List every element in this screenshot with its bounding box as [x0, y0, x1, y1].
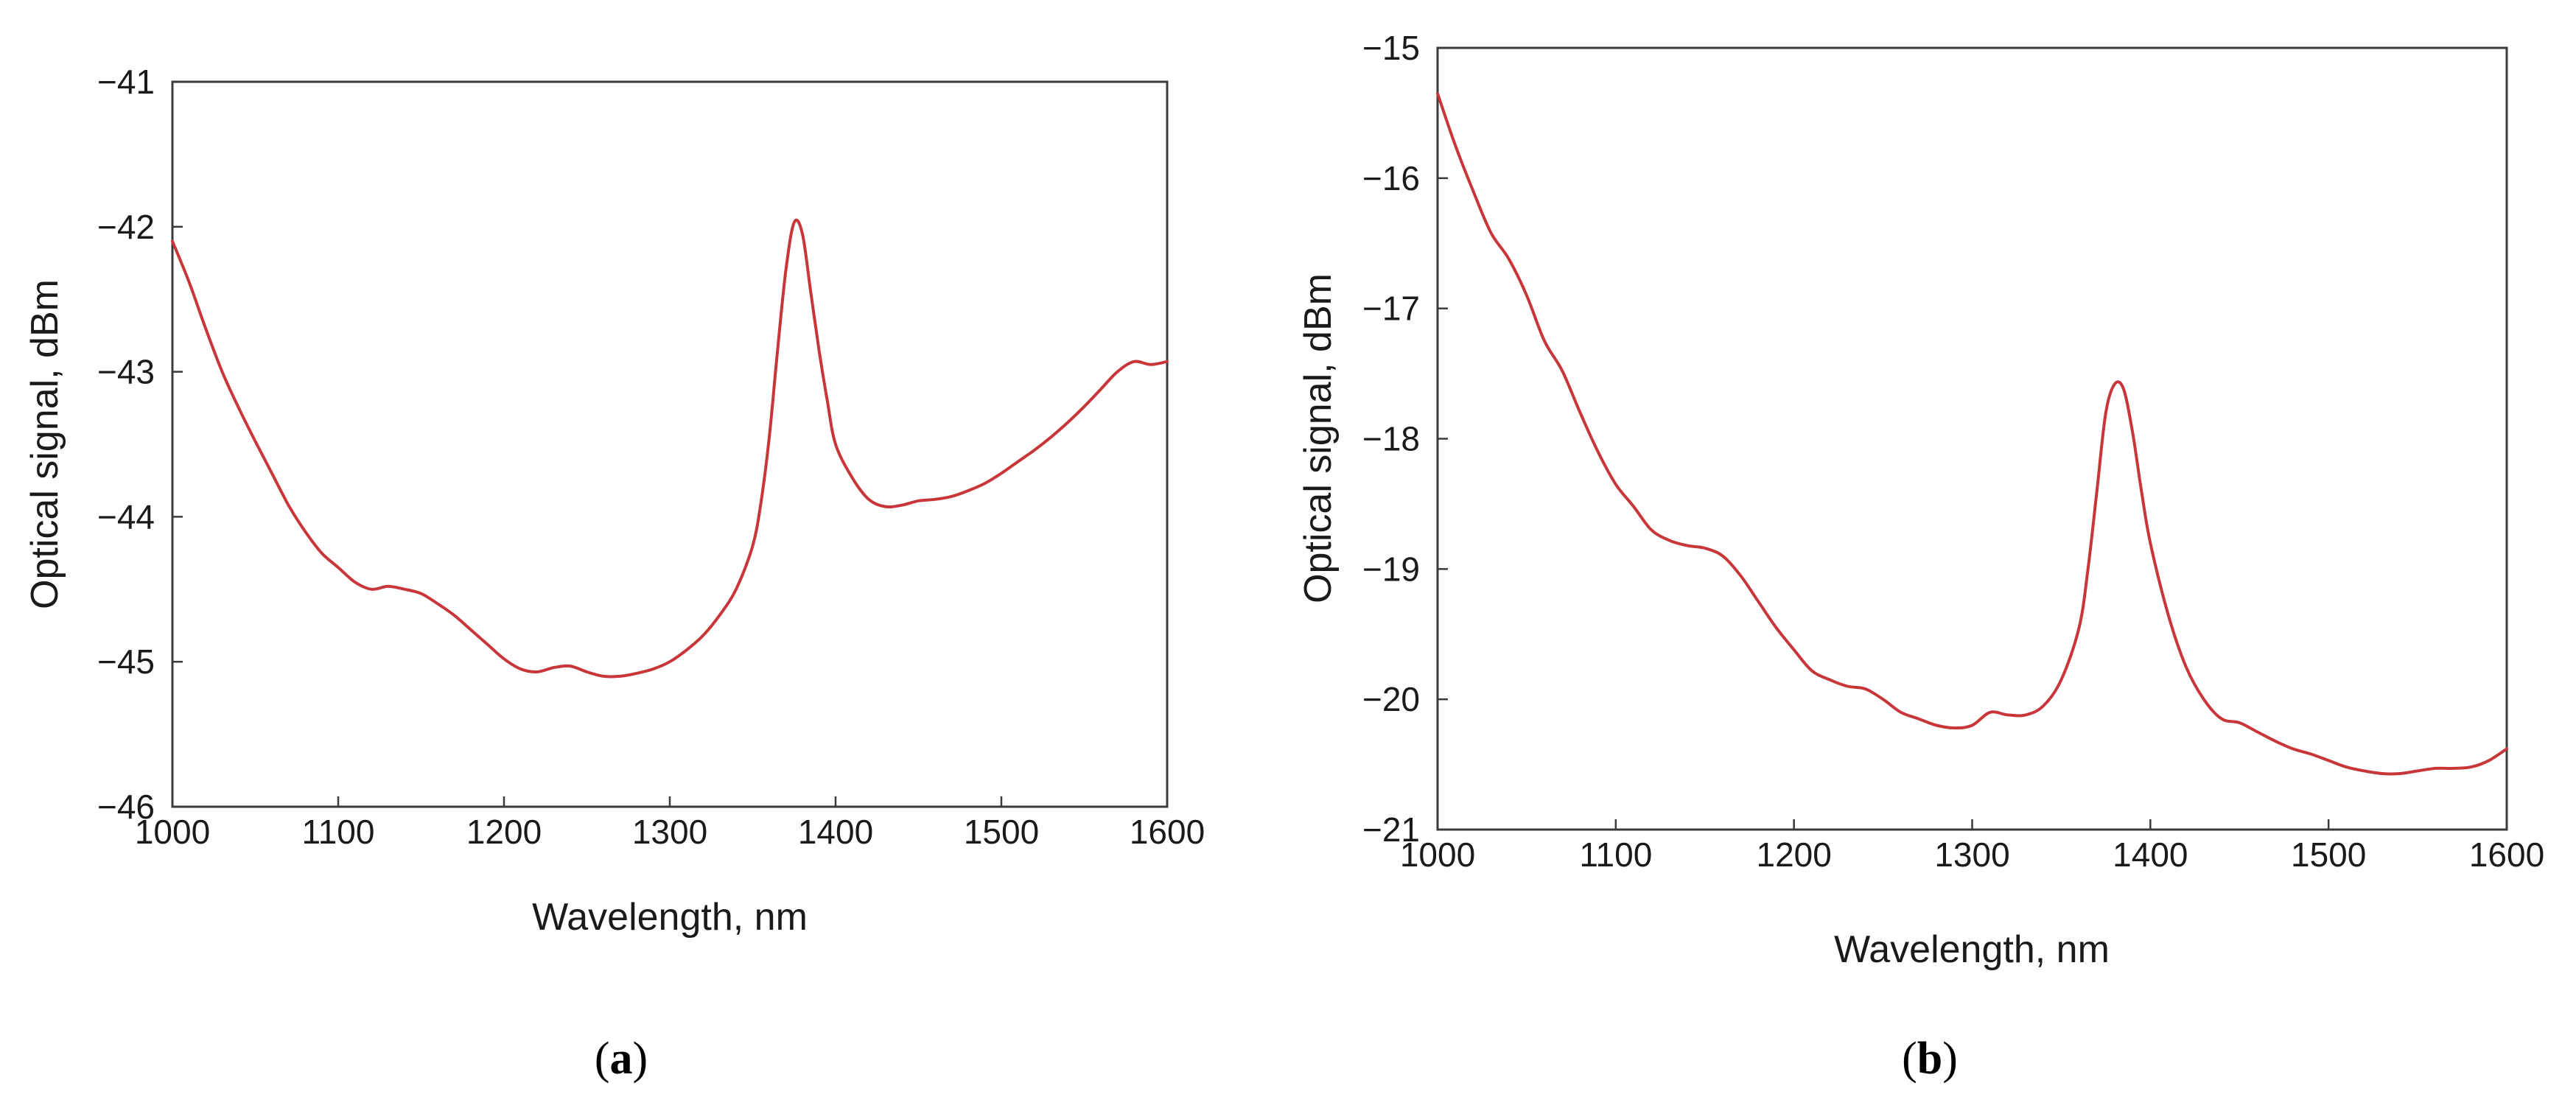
panel-a-x-tick-label: 1600 [1130, 813, 1205, 851]
panel-b-x-tick-label: 1500 [2291, 835, 2366, 874]
panel-b-x-tick-label: 1600 [2469, 835, 2544, 874]
panel-b-y-tick-label: −16 [1362, 159, 1420, 197]
panel-b-plot-frame [1436, 46, 2508, 831]
panel-b-y-tick-label: −19 [1362, 550, 1420, 588]
panel-a-y-tick-label: −45 [97, 642, 155, 681]
panel-a-y-axis-title: Optical signal, dBm [24, 279, 66, 609]
panel-a-label: (a) [595, 1034, 648, 1084]
panel-a-x-axis-title: Wavelength, nm [532, 896, 808, 939]
panel-b-x-axis-title: Wavelength, nm [1834, 928, 2110, 971]
panel-b-ticks: 1000 1100 1200 1300 1400 1500 1600 −15 −16 −17 −18… [1362, 29, 2544, 874]
panel-b-x-tick-label: 1100 [1579, 835, 1652, 874]
panel-b-y-tick-label: −21 [1362, 810, 1420, 849]
panel-a-x-tick-label: 1100 [302, 813, 375, 851]
panel-a-plot-frame [171, 80, 1169, 808]
panel-b-series-line-spectrum [1436, 91, 2508, 776]
panel-a-x-tick-label: 1300 [632, 813, 707, 851]
panel-a-ticks: 1000 1100 1200 1300 1400 1500 1600 −41 −42 −43 −44… [97, 63, 1205, 851]
panel-b-y-tick-label: −20 [1362, 680, 1420, 718]
panel-b-x-tick-label: 1400 [2113, 835, 2188, 874]
panel-a-x-tick-label: 1400 [798, 813, 873, 851]
panel-b-x-tick-label: 1000 [1400, 835, 1475, 874]
panel-a-x-tick-label: 1000 [135, 813, 210, 851]
panel-b-y-tick-label: −18 [1362, 420, 1420, 458]
panel-b-y-tick-label: −17 [1362, 290, 1420, 328]
panel-b-x-tick-label: 1300 [1934, 835, 2009, 874]
panel-b-series [1436, 91, 2508, 776]
panel-a-y-tick-label: −43 [97, 353, 155, 391]
panel-b-label: (b) [1902, 1034, 1958, 1084]
panel-a-y-tick-label: −44 [97, 497, 155, 536]
panel-b-chart: 1000 1100 1200 1300 1400 1500 1600 −15 −16 −17 −18… [1297, 29, 2544, 1084]
panel-a-x-tick-label: 1500 [964, 813, 1039, 851]
panel-a-y-tick-label: −41 [97, 63, 155, 101]
panel-a-y-tick-label: −42 [97, 208, 155, 246]
panel-a-x-tick-label: 1200 [466, 813, 542, 851]
panel-b-x-tick-label: 1200 [1756, 835, 1831, 874]
panel-b-y-axis-title: Optical signal, dBm [1297, 273, 1340, 603]
panel-a-chart: 1000 1100 1200 1300 1400 1500 1600 −41 −42 −43 −44… [24, 63, 1205, 1084]
panel-b-y-tick-label: −15 [1362, 29, 1420, 67]
panel-a-series [171, 218, 1169, 679]
panel-a-series-line-spectrum [171, 218, 1169, 679]
panel-a-y-tick-label: −46 [97, 788, 155, 826]
